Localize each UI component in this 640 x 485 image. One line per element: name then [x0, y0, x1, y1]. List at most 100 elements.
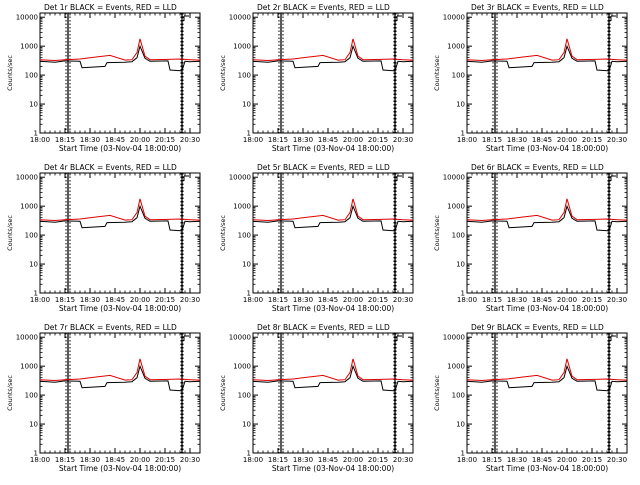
x-tick-label: 18:00	[457, 456, 477, 464]
x-tick-label: 20:00	[557, 296, 577, 304]
x-tick-label: 18:30	[80, 136, 100, 144]
y-tick-label: 1000	[447, 43, 465, 51]
x-tick-label: 18:00	[30, 136, 50, 144]
x-tick-label: 18:30	[507, 456, 527, 464]
y-tick-label: 1000	[233, 43, 251, 51]
plot-frame	[466, 12, 628, 134]
series-line-events	[252, 204, 414, 232]
series-line-lld	[252, 38, 414, 62]
series-line-events	[39, 364, 201, 392]
x-tick-label: 18:30	[80, 296, 100, 304]
panel-title: Det 5r BLACK = Events, RED = LLD	[257, 163, 390, 172]
x-axis-label: Start Time (03-Nov-04 18:00:00)	[272, 304, 394, 313]
x-tick-label: 18:15	[482, 456, 502, 464]
marker-flag	[396, 335, 402, 341]
x-tick-label: 20:00	[130, 136, 150, 144]
y-tick-label: 100	[25, 232, 38, 240]
x-tick-label: 18:00	[30, 456, 50, 464]
x-tick-label: 20:00	[557, 136, 577, 144]
x-tick-label: 20:30	[180, 136, 200, 144]
x-tick-label: 18:30	[80, 456, 100, 464]
x-tick-label: 18:15	[482, 296, 502, 304]
y-tick-label: 10000	[229, 174, 251, 182]
y-tick-label: 100	[25, 392, 38, 400]
y-tick-label: 10000	[16, 174, 38, 182]
x-tick-label: 20:30	[180, 296, 200, 304]
panel-title: Det 3r BLACK = Events, RED = LLD	[471, 3, 604, 12]
marker-flag	[610, 175, 616, 181]
x-tick-label: 18:30	[507, 296, 527, 304]
panel-title: Det 9r BLACK = Events, RED = LLD	[471, 323, 604, 332]
x-tick-label: 18:30	[293, 456, 313, 464]
y-axis-label: Counts/sec	[219, 55, 227, 91]
panel-det-9: Det 9r BLACK = Events, RED = LLD 1 10 100 10…	[433, 323, 628, 473]
x-tick-label: 20:15	[582, 456, 602, 464]
y-tick-label: 10000	[229, 14, 251, 22]
x-tick-label: 20:00	[130, 296, 150, 304]
x-tick-label: 18:30	[507, 136, 527, 144]
series-line-events	[466, 44, 628, 72]
x-tick-label: 18:00	[243, 136, 263, 144]
x-tick-label: 20:15	[155, 136, 175, 144]
y-tick-label: 1	[247, 130, 251, 138]
y-axis-label: Counts/sec	[433, 215, 441, 251]
series-line-events	[252, 44, 414, 72]
x-tick-label: 20:15	[155, 456, 175, 464]
x-axis-label: Start Time (03-Nov-04 18:00:00)	[59, 304, 181, 313]
y-tick-label: 10000	[443, 334, 465, 342]
panel-det-6: Det 6r BLACK = Events, RED = LLD 1 10 100 10…	[433, 163, 628, 313]
y-tick-label: 10000	[229, 334, 251, 342]
y-tick-label: 100	[238, 232, 251, 240]
y-tick-label: 1000	[20, 43, 38, 51]
x-tick-label: 18:15	[268, 136, 288, 144]
series-line-events	[466, 364, 628, 392]
plot-frame	[252, 332, 414, 454]
x-tick-label: 20:30	[393, 296, 413, 304]
x-axis-label: Start Time (03-Nov-04 18:00:00)	[486, 304, 608, 313]
x-tick-label: 18:45	[532, 456, 552, 464]
series-line-events	[39, 204, 201, 232]
x-tick-label: 20:15	[155, 296, 175, 304]
marker-flag	[183, 15, 189, 21]
y-tick-label: 10	[242, 421, 251, 429]
y-axis-label: Counts/sec	[433, 55, 441, 91]
x-tick-label: 18:15	[55, 296, 75, 304]
series-line-events	[39, 44, 201, 72]
plot-frame	[39, 12, 201, 134]
y-tick-label: 1000	[20, 363, 38, 371]
series-line-lld	[39, 38, 201, 62]
y-axis-label: Counts/sec	[219, 215, 227, 251]
y-tick-label: 10	[242, 261, 251, 269]
y-tick-label: 1000	[447, 203, 465, 211]
y-tick-label: 100	[452, 232, 465, 240]
marker-flag	[183, 175, 189, 181]
panel-title: Det 8r BLACK = Events, RED = LLD	[257, 323, 390, 332]
plot-frame	[466, 332, 628, 454]
plot-frame	[252, 12, 414, 134]
x-tick-label: 18:45	[318, 136, 338, 144]
y-tick-label: 1	[34, 290, 38, 298]
x-tick-label: 20:30	[393, 456, 413, 464]
panel-title: Det 4r BLACK = Events, RED = LLD	[44, 163, 177, 172]
y-tick-label: 10000	[443, 14, 465, 22]
y-tick-label: 10000	[443, 174, 465, 182]
y-axis-label: Counts/sec	[219, 375, 227, 411]
panel-det-5: Det 5r BLACK = Events, RED = LLD 1 10 100 10…	[219, 163, 414, 313]
x-tick-label: 18:30	[293, 136, 313, 144]
x-tick-label: 18:30	[293, 296, 313, 304]
y-tick-label: 10000	[16, 14, 38, 22]
plot-frame	[39, 332, 201, 454]
panel-det-7: Det 7r BLACK = Events, RED = LLD 1 10 100 10…	[6, 323, 201, 473]
x-axis-label: Start Time (03-Nov-04 18:00:00)	[59, 464, 181, 473]
series-line-lld	[466, 38, 628, 62]
y-tick-label: 1000	[233, 203, 251, 211]
series-line-events	[466, 204, 628, 232]
plot-frame	[466, 172, 628, 294]
panel-title: Det 2r BLACK = Events, RED = LLD	[257, 3, 390, 12]
x-tick-label: 20:15	[368, 296, 388, 304]
x-axis-label: Start Time (03-Nov-04 18:00:00)	[59, 144, 181, 153]
x-tick-label: 20:00	[343, 136, 363, 144]
x-tick-label: 18:45	[105, 136, 125, 144]
x-tick-label: 18:00	[243, 296, 263, 304]
